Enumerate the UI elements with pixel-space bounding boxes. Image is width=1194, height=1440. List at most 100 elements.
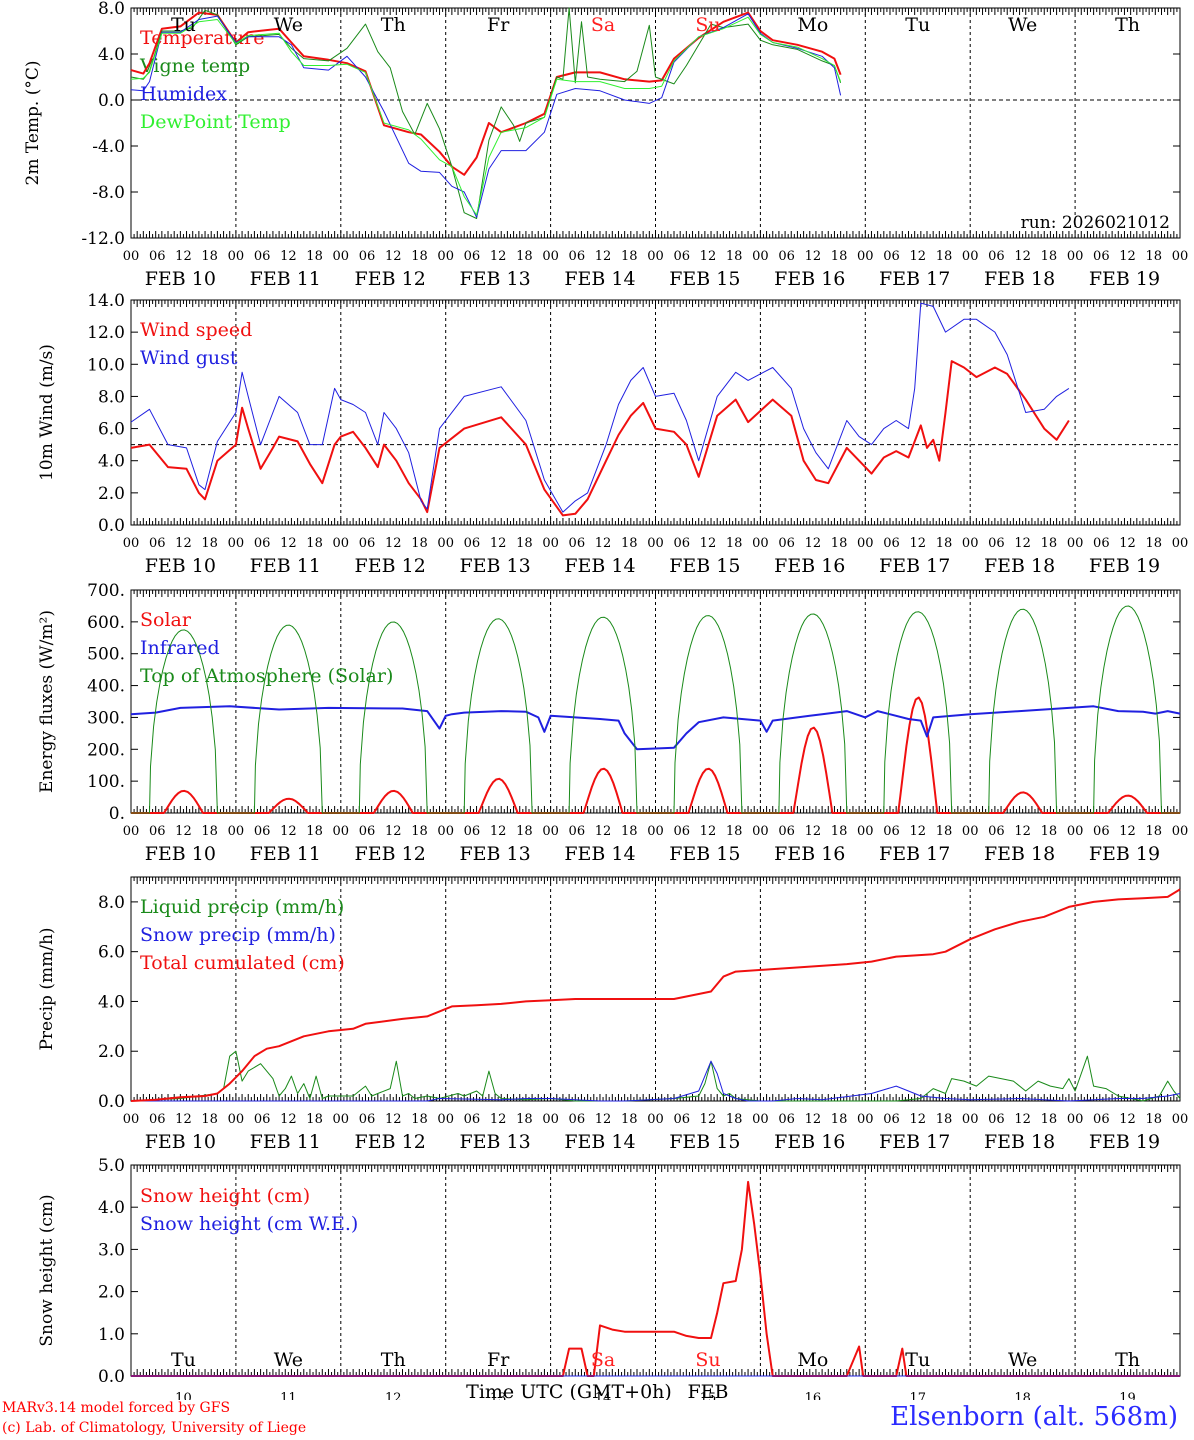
flux-date-label: FEB 17 bbox=[879, 843, 950, 865]
temp-day-name: Tu bbox=[171, 14, 196, 36]
flux-hour-label: 18 bbox=[936, 824, 953, 839]
temp-y-tick-label: -12.0 bbox=[81, 229, 125, 249]
wind-y-tick-label: 0.0 bbox=[98, 516, 125, 536]
wind-hour-label: 00 bbox=[857, 536, 874, 551]
precip-hour-label: 00 bbox=[752, 1112, 769, 1127]
flux-y-tick-label: 200. bbox=[87, 740, 125, 760]
flux-hour-label: 12 bbox=[280, 824, 297, 839]
temp-y-tick-label: 0.0 bbox=[98, 91, 125, 111]
wind-date-label: FEB 14 bbox=[564, 555, 635, 577]
snow-y-tick-label: 2.0 bbox=[98, 1283, 125, 1303]
wind-y-tick-label: 10.0 bbox=[87, 355, 125, 375]
flux-hour-label: 00 bbox=[333, 824, 350, 839]
precip-date-label: FEB 17 bbox=[879, 1131, 950, 1153]
precip-hour-label: 12 bbox=[385, 1112, 402, 1127]
flux-hour-label: 18 bbox=[201, 824, 218, 839]
precip-hour-label: 12 bbox=[175, 1112, 192, 1127]
flux-hour-label: 18 bbox=[831, 824, 848, 839]
temp-legend-vigne-temp: Vigne temp bbox=[139, 55, 250, 77]
wind-date-label: FEB 17 bbox=[879, 555, 950, 577]
x-axis-label: Time UTC (GMT+0h) bbox=[466, 1381, 672, 1400]
flux-hour-label: 12 bbox=[700, 824, 717, 839]
snow-day-number: 10 bbox=[175, 1391, 192, 1400]
temp-date-label: FEB 15 bbox=[669, 268, 740, 290]
wind-hour-label: 12 bbox=[1119, 536, 1136, 551]
wind-legend-wind-gust: Wind gust bbox=[140, 347, 238, 369]
precip-hour-label: 06 bbox=[778, 1112, 795, 1127]
flux-hour-label: 18 bbox=[621, 824, 638, 839]
precip-hour-label: 06 bbox=[254, 1112, 271, 1127]
wind-hour-label: 18 bbox=[621, 536, 638, 551]
temp-day-name: Fr bbox=[487, 14, 510, 36]
snow-day-name: Tu bbox=[171, 1349, 196, 1371]
precip-legend-snow-precip-mm-h-: Snow precip (mm/h) bbox=[140, 924, 336, 946]
temp-date-label: FEB 18 bbox=[984, 268, 1055, 290]
wind-hour-label: 12 bbox=[595, 536, 612, 551]
precip-hour-label: 06 bbox=[673, 1112, 690, 1127]
temp-hour-label: 00 bbox=[1172, 249, 1189, 264]
snow-day-name: We bbox=[274, 1349, 303, 1371]
temp-legend-humidex: Humidex bbox=[140, 83, 227, 105]
temp-hour-label: 00 bbox=[857, 249, 874, 264]
precip-date-label: FEB 14 bbox=[564, 1131, 635, 1153]
temp-y-tick-label: 4.0 bbox=[98, 45, 125, 65]
flux-y-axis-label: Energy fluxes (W/m²) bbox=[37, 610, 57, 793]
wind-hour-label: 12 bbox=[1014, 536, 1031, 551]
snow-day-name: We bbox=[1008, 1349, 1037, 1371]
flux-hour-label: 06 bbox=[673, 824, 690, 839]
wind-hour-label: 06 bbox=[149, 536, 166, 551]
precip-hour-label: 00 bbox=[542, 1112, 559, 1127]
snow-day-number: 18 bbox=[1014, 1391, 1031, 1400]
wind-hour-label: 00 bbox=[1067, 536, 1084, 551]
wind-hour-label: 12 bbox=[700, 536, 717, 551]
precip-hour-label: 00 bbox=[1067, 1112, 1084, 1127]
snow-day-name: Tu bbox=[905, 1349, 930, 1371]
wind-hour-label: 06 bbox=[464, 536, 481, 551]
flux-hour-label: 00 bbox=[857, 824, 874, 839]
precip-hour-label: 18 bbox=[936, 1112, 953, 1127]
wind-hour-label: 00 bbox=[123, 536, 140, 551]
temp-hour-label: 18 bbox=[306, 249, 323, 264]
temp-day-name: Su bbox=[695, 14, 720, 36]
precip-date-label: FEB 11 bbox=[250, 1131, 321, 1153]
precip-hour-label: 12 bbox=[805, 1112, 822, 1127]
flux-hour-label: 18 bbox=[726, 824, 743, 839]
snow-y-axis-label: Snow height (cm) bbox=[37, 1194, 57, 1346]
flux-hour-label: 00 bbox=[437, 824, 454, 839]
flux-hour-label: 06 bbox=[149, 824, 166, 839]
temp-series-humidex bbox=[130, 13, 842, 218]
temp-date-label: FEB 11 bbox=[250, 268, 321, 290]
temp-hour-label: 06 bbox=[464, 249, 481, 264]
wind-y-tick-label: 2.0 bbox=[98, 484, 125, 504]
flux-hour-label: 12 bbox=[805, 824, 822, 839]
temp-hour-label: 06 bbox=[778, 249, 795, 264]
snow-day-name: Th bbox=[1115, 1349, 1140, 1371]
flux-series-infrared bbox=[130, 705, 1181, 751]
flux-series-top-of-atmosphere-solar- bbox=[131, 605, 1180, 814]
flux-y-tick-label: 500. bbox=[87, 645, 125, 665]
temp-hour-label: 06 bbox=[359, 249, 376, 264]
wind-hour-label: 18 bbox=[1041, 536, 1058, 551]
precip-y-axis-label: Precip (mm/h) bbox=[37, 927, 57, 1050]
precip-hour-label: 12 bbox=[280, 1112, 297, 1127]
temp-hour-label: 18 bbox=[516, 249, 533, 264]
temp-hour-label: 00 bbox=[647, 249, 664, 264]
flux-hour-label: 18 bbox=[516, 824, 533, 839]
wind-hour-label: 12 bbox=[909, 536, 926, 551]
temp-y-tick-label: -8.0 bbox=[92, 183, 125, 203]
temp-hour-label: 06 bbox=[254, 249, 271, 264]
wind-hour-label: 00 bbox=[228, 536, 245, 551]
precip-hour-label: 06 bbox=[569, 1112, 586, 1127]
temp-series-dewpoint-temp bbox=[130, 16, 842, 216]
precip-hour-label: 18 bbox=[1146, 1112, 1163, 1127]
precip-date-label: FEB 16 bbox=[774, 1131, 845, 1153]
wind-hour-label: 00 bbox=[333, 536, 350, 551]
flux-date-label: FEB 19 bbox=[1089, 843, 1160, 865]
temp-hour-label: 06 bbox=[883, 249, 900, 264]
precip-y-tick-label: 0.0 bbox=[98, 1092, 125, 1112]
wind-hour-label: 06 bbox=[988, 536, 1005, 551]
temp-hour-label: 18 bbox=[726, 249, 743, 264]
wind-series-wind-gust bbox=[130, 302, 1070, 513]
snow-y-tick-label: 3.0 bbox=[98, 1240, 125, 1260]
wind-hour-label: 06 bbox=[254, 536, 271, 551]
